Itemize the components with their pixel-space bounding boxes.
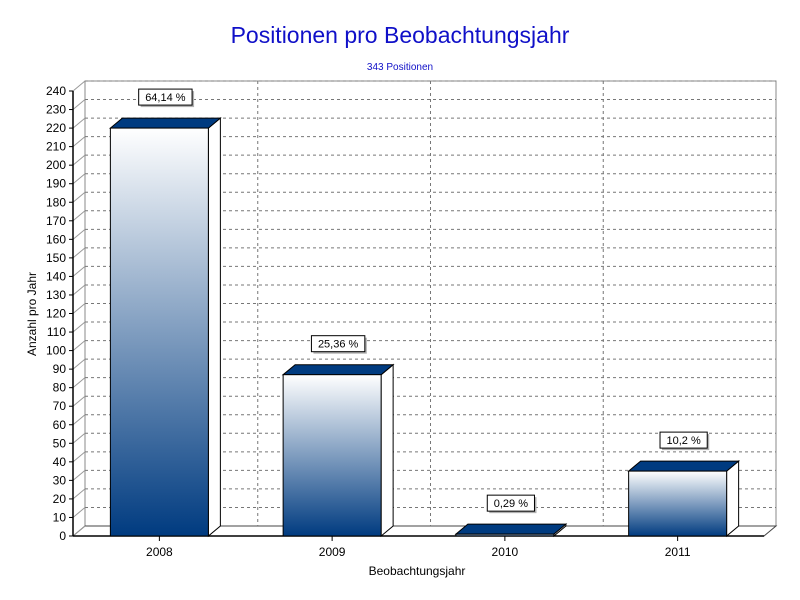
gridline-side bbox=[72, 117, 86, 129]
x-axis-label: Beobachtungsjahr bbox=[369, 564, 466, 578]
gridline-side bbox=[72, 228, 86, 240]
bar-top bbox=[627, 460, 741, 472]
gridline-side bbox=[72, 377, 86, 389]
gridline-side bbox=[72, 451, 86, 463]
data-label-2011: 10,2 % bbox=[659, 431, 710, 451]
x-tick-label: 2009 bbox=[319, 545, 346, 559]
y-tick-label: 70 bbox=[53, 399, 67, 413]
data-label-text: 0,29 % bbox=[494, 498, 528, 510]
gridline-side bbox=[72, 80, 86, 92]
gridline-side bbox=[72, 507, 86, 518]
x-tick-label: 2010 bbox=[492, 545, 519, 559]
x-tick-label: 2008 bbox=[146, 545, 173, 559]
y-tick-label: 100 bbox=[46, 344, 66, 358]
gridline-side bbox=[72, 432, 86, 444]
gridline-side bbox=[72, 358, 86, 370]
y-tick-label: 130 bbox=[46, 288, 66, 302]
chart-subtitle: 343 Positionen bbox=[366, 62, 434, 73]
bar-top bbox=[108, 117, 222, 129]
data-label-2010: 0,29 % bbox=[486, 494, 537, 514]
bar-side bbox=[380, 363, 394, 538]
bar-front bbox=[109, 127, 209, 537]
y-tick-label: 40 bbox=[53, 455, 67, 469]
y-tick-label: 50 bbox=[53, 436, 67, 450]
gridline-side bbox=[72, 321, 86, 333]
bar-side bbox=[207, 117, 221, 538]
y-tick-label: 20 bbox=[53, 492, 67, 506]
gridline-side bbox=[72, 210, 86, 222]
data-label-2008: 64,14 % bbox=[138, 88, 195, 108]
data-label-text: 10,2 % bbox=[667, 435, 701, 447]
gridline-side bbox=[72, 414, 86, 426]
y-tick-label: 90 bbox=[53, 362, 67, 376]
bar-front bbox=[282, 374, 382, 537]
y-tick-label: 240 bbox=[46, 84, 66, 98]
gridline-side bbox=[72, 99, 86, 110]
bar-2011 bbox=[627, 460, 741, 538]
gridline-side bbox=[72, 488, 86, 500]
bar-2010 bbox=[454, 523, 568, 538]
y-tick-label: 0 bbox=[59, 529, 66, 543]
data-label-text: 25,36 % bbox=[318, 339, 359, 351]
gridline-side bbox=[72, 340, 86, 351]
y-tick-label: 150 bbox=[46, 251, 66, 265]
gridline-side bbox=[72, 173, 86, 185]
y-axis-label: Anzahl pro Jahr bbox=[25, 272, 39, 356]
bar-front bbox=[455, 533, 555, 537]
y-tick-label: 60 bbox=[53, 418, 67, 432]
y-tick-label: 170 bbox=[46, 214, 66, 228]
gridline-side bbox=[72, 303, 86, 314]
data-label-text: 64,14 % bbox=[145, 92, 186, 104]
gridline-side bbox=[72, 154, 86, 166]
x-tick-label: 2011 bbox=[665, 545, 691, 559]
y-tick-label: 190 bbox=[46, 177, 66, 191]
y-tick-label: 120 bbox=[46, 307, 66, 321]
y-tick-label: 180 bbox=[46, 195, 66, 209]
bar-side bbox=[726, 460, 740, 538]
y-tick-label: 230 bbox=[46, 103, 66, 117]
gridline-side bbox=[72, 525, 86, 537]
bar-2008 bbox=[108, 117, 222, 538]
gridline-side bbox=[72, 284, 86, 296]
gridline-side bbox=[72, 266, 86, 277]
bar-top bbox=[281, 364, 395, 376]
chart-title: Positionen pro Beobachtungsjahr bbox=[230, 22, 570, 48]
y-tick-label: 110 bbox=[47, 325, 66, 339]
y-tick-label: 210 bbox=[46, 140, 66, 154]
y-tick-label: 220 bbox=[46, 121, 66, 135]
gridline-side bbox=[72, 247, 86, 259]
gridline-side bbox=[72, 395, 86, 407]
data-label-box bbox=[310, 335, 366, 353]
y-tick-label: 200 bbox=[46, 158, 66, 172]
gridline-side bbox=[72, 191, 86, 203]
y-tick-label: 30 bbox=[53, 473, 67, 487]
y-tick-label: 80 bbox=[53, 381, 67, 395]
y-tick-label: 10 bbox=[53, 510, 67, 524]
bar-top bbox=[454, 523, 568, 535]
gridline-side bbox=[72, 136, 86, 148]
bar-2009 bbox=[281, 363, 395, 538]
bar-front bbox=[628, 470, 728, 537]
data-label-box bbox=[659, 431, 708, 449]
data-label-box bbox=[486, 494, 535, 512]
y-tick-label: 140 bbox=[46, 269, 66, 283]
gridline-side bbox=[72, 469, 86, 481]
data-label-2009: 25,36 % bbox=[310, 335, 367, 354]
data-label-box bbox=[138, 88, 193, 106]
y-tick-label: 160 bbox=[46, 232, 66, 246]
